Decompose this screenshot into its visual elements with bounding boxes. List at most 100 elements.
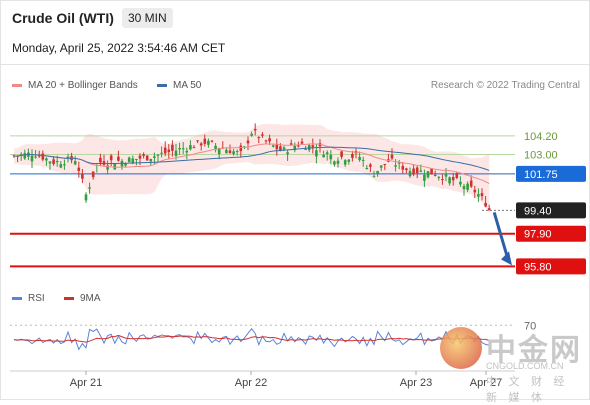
level-label-95.80: 95.80	[524, 261, 552, 273]
legend-ma20-label: MA 20 + Bollinger Bands	[28, 80, 138, 91]
candle-body	[174, 150, 178, 156]
candle-body	[207, 140, 210, 145]
candle-body	[415, 167, 419, 174]
candle-body	[228, 150, 232, 154]
candle-body	[441, 179, 444, 181]
candle-body	[199, 143, 203, 146]
candle-body	[343, 160, 347, 165]
candle-body	[286, 152, 289, 155]
candle-body	[138, 155, 142, 159]
candle-body	[196, 140, 199, 142]
legend-ma50-label: MA 50	[173, 80, 202, 91]
candle-body	[167, 149, 171, 153]
candle-body	[63, 164, 66, 166]
candle-body	[117, 156, 120, 161]
candle-body	[48, 161, 52, 164]
watermark-logo-icon	[440, 327, 482, 369]
candle-body	[433, 174, 437, 176]
candle-body	[300, 141, 304, 144]
x-tick-label: Apr 23	[400, 377, 432, 389]
candle-body	[239, 145, 243, 152]
candle-body	[160, 152, 163, 154]
candle-body	[322, 154, 325, 158]
rsi-line	[13, 327, 490, 351]
candle-body	[340, 151, 343, 157]
candle-body	[469, 180, 473, 187]
candle-body	[55, 161, 59, 163]
legend-ma20: MA 20 + Bollinger Bands	[12, 80, 138, 91]
timeframe-badge[interactable]: 30 MIN	[122, 8, 173, 28]
candle-body	[315, 150, 318, 157]
candle-body	[412, 168, 415, 175]
candle-body	[91, 171, 95, 178]
ma20-line	[13, 143, 490, 184]
ma9-swatch	[64, 296, 74, 300]
candle-body	[297, 145, 300, 147]
legend-rsi-label: RSI	[28, 293, 45, 304]
level-label-99.40: 99.40	[524, 205, 552, 217]
candle-body	[451, 177, 455, 181]
candle-body	[261, 134, 264, 136]
x-tick-label: Apr 22	[235, 377, 267, 389]
candle-body	[351, 153, 354, 158]
candle-body	[333, 161, 336, 165]
candle-body	[235, 151, 239, 153]
level-label-103.00: 103.00	[524, 149, 558, 161]
candle-body	[52, 159, 55, 165]
candle-body	[477, 194, 480, 197]
candle-body	[192, 147, 196, 149]
candle-body	[41, 153, 45, 160]
candle-body	[232, 151, 235, 155]
candle-body	[135, 158, 138, 161]
x-tick-label: Apr 27	[470, 377, 502, 389]
candle-body	[127, 157, 131, 163]
candle-body	[30, 155, 34, 162]
datetime-label: Monday, April 25, 2022 3:54:46 AM CET	[12, 41, 226, 55]
rsi-9ma-line	[13, 334, 490, 343]
candle-body	[423, 174, 426, 181]
candle-body	[369, 164, 372, 167]
candle-body	[293, 145, 297, 151]
rsi-swatch	[12, 296, 22, 300]
candle-body	[390, 154, 394, 159]
candle-body	[459, 181, 462, 185]
candle-body	[181, 148, 185, 150]
legend-ma50: MA 50	[157, 80, 201, 91]
watermark-title: 中金网	[486, 333, 582, 368]
level-label-97.90: 97.90	[524, 229, 552, 241]
instrument-title: Crude Oil (WTI)	[12, 10, 114, 26]
candle-body	[106, 165, 109, 170]
candle-body	[279, 146, 282, 151]
candle-body	[99, 157, 102, 163]
legend-9ma-label: 9MA	[80, 293, 101, 304]
candle-body	[250, 133, 253, 136]
candle-body	[394, 165, 397, 167]
level-label-104.20: 104.20	[524, 131, 558, 143]
candle-body	[372, 176, 376, 178]
watermark-subtitle: 中 文 财 经 新 媒 体	[486, 375, 569, 404]
candle-body	[102, 161, 106, 165]
candle-body	[131, 158, 135, 164]
candle-body	[419, 170, 423, 172]
candle-body	[448, 177, 451, 184]
candle-body	[171, 144, 174, 151]
candle-body	[19, 154, 23, 156]
legend-9ma: 9MA	[64, 293, 101, 304]
candle-body	[289, 143, 293, 145]
candle-body	[34, 156, 37, 158]
rsi-level-label: 70	[524, 320, 536, 332]
candle-body	[149, 158, 153, 162]
candle-body	[189, 145, 192, 150]
candle-body	[153, 156, 156, 158]
candle-body	[379, 165, 383, 168]
candle-body	[480, 193, 484, 197]
candle-body	[347, 159, 351, 162]
candle-body	[365, 167, 369, 169]
candle-body	[225, 149, 228, 154]
candle-body	[437, 176, 441, 178]
candle-body	[358, 156, 361, 161]
candle-body	[59, 164, 63, 168]
candle-body	[185, 150, 189, 153]
level-badge-101.75	[516, 165, 586, 182]
candle-body	[401, 166, 405, 170]
